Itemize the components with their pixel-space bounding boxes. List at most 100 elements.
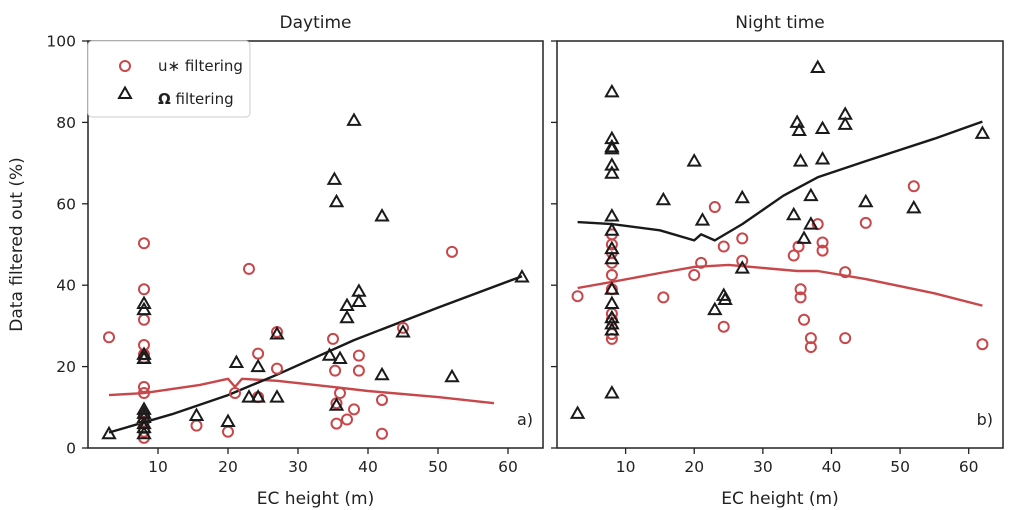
data-point-omega (136, 350, 152, 364)
x-tick-label: 40 (822, 458, 842, 476)
x-tick-label: 30 (753, 458, 773, 476)
data-point-ustar (341, 413, 353, 426)
data-point-omega (569, 405, 586, 419)
trend-line-1 (577, 120, 983, 242)
data-point-ustar (717, 320, 730, 333)
y-tick-label: 80 (56, 114, 76, 132)
data-point-omega (803, 187, 819, 202)
data-point-omega (810, 59, 826, 73)
data-point-ustar (252, 347, 265, 360)
data-point-omega (136, 295, 152, 310)
data-point-omega (321, 347, 338, 361)
data-point-omega (514, 269, 530, 283)
data-point-omega (136, 301, 152, 316)
data-point-omega (339, 297, 355, 312)
data-point-ustar (804, 341, 817, 354)
data-point-omega (269, 326, 285, 340)
plot-frame (87, 40, 544, 449)
data-point-omega (374, 366, 390, 381)
data-point-ustar (376, 427, 388, 440)
y-axis-label: Data filtered out (%) (7, 157, 27, 331)
data-point-omega (604, 138, 620, 153)
trend-line-1 (108, 275, 523, 434)
panel-title: Daytime (280, 13, 352, 33)
data-point-ustar (736, 254, 749, 267)
x-tick-label: 60 (498, 458, 518, 476)
data-point-omega (803, 216, 819, 230)
data-point-ustar (816, 236, 829, 249)
panel-night-time: Night time 10 20 30 40 50 60 EC height (m) b) (551, 13, 1004, 509)
x-tick-label: 50 (428, 458, 448, 476)
y-tick-label: 20 (56, 358, 76, 376)
data-point-ustar (138, 313, 150, 326)
data-point-omega (858, 193, 874, 208)
x-tick-label: 10 (616, 458, 636, 476)
data-point-omega (250, 389, 266, 403)
data-point-omega (374, 207, 390, 222)
data-point-omega (328, 193, 345, 208)
y-tick-label: 40 (56, 277, 76, 295)
data-point-omega (734, 260, 750, 274)
trend-line-0 (108, 377, 495, 405)
data-point-ustar (605, 269, 618, 282)
data-point-omega (101, 425, 117, 440)
data-point-ustar (243, 262, 255, 275)
data-point-ustar (736, 232, 749, 245)
panel-daytime: Daytime 10 20 30 40 50 60 0 20 40 60 80 100 EC height… (7, 13, 544, 509)
data-point-ustar (329, 364, 342, 377)
legend-omega-symbol: Ω (158, 90, 171, 108)
data-point-ustar (352, 364, 365, 377)
x-tick-label: 50 (890, 458, 910, 476)
y-tick-label: 0 (66, 440, 76, 458)
data-point-ustar (717, 240, 730, 253)
data-point-ustar (787, 249, 800, 262)
data-point-omega (837, 116, 853, 130)
data-point-omega (351, 293, 367, 307)
data-point-ustar (688, 269, 701, 282)
data-point-omega (604, 222, 620, 236)
legend-label-ustar: u∗ filtering (158, 57, 243, 75)
x-tick-label: 10 (148, 458, 168, 476)
data-point-omega (785, 206, 802, 221)
data-point-omega (604, 295, 620, 310)
data-point-omega (694, 212, 711, 226)
panel-title: Night time (735, 13, 824, 33)
data-point-omega (604, 140, 620, 155)
x-tick-label: 30 (288, 458, 308, 476)
data-point-omega (326, 171, 343, 185)
panel-tag: b) (977, 410, 993, 429)
x-tick-label: 20 (684, 458, 704, 476)
data-point-omega (250, 358, 266, 373)
data-point-ustar (605, 238, 618, 251)
data-point-ustar (804, 332, 817, 345)
legend-omega-text: filtering (171, 90, 234, 108)
data-point-omega (332, 350, 348, 364)
data-point-omega (188, 407, 205, 421)
data-point-ustar (839, 332, 852, 345)
data-point-ustar (907, 180, 920, 193)
legend: u∗ filtering Ω filtering (87, 40, 251, 118)
data-point-ustar (397, 321, 409, 334)
data-point-ustar (376, 393, 388, 406)
data-point-omega (686, 153, 702, 167)
data-point-omega (604, 315, 620, 330)
panel-tag: a) (517, 410, 533, 429)
data-point-omega (974, 125, 991, 139)
data-point-omega (241, 389, 257, 403)
data-point-ustar (446, 245, 458, 258)
data-point-ustar (271, 362, 283, 375)
data-point-omega (604, 321, 620, 336)
data-point-ustar (330, 417, 343, 430)
x-tick-label: 40 (358, 458, 378, 476)
data-point-ustar (571, 290, 584, 303)
data-point-omega (604, 250, 620, 265)
legend-label-omega: Ω filtering (158, 90, 234, 108)
data-point-omega (604, 385, 620, 399)
data-point-omega (734, 189, 750, 204)
data-point-ustar (190, 419, 203, 432)
data-point-omega (655, 191, 672, 206)
data-point-omega (604, 83, 620, 98)
data-point-omega (228, 354, 245, 369)
y-tick-label: 100 (46, 33, 76, 51)
